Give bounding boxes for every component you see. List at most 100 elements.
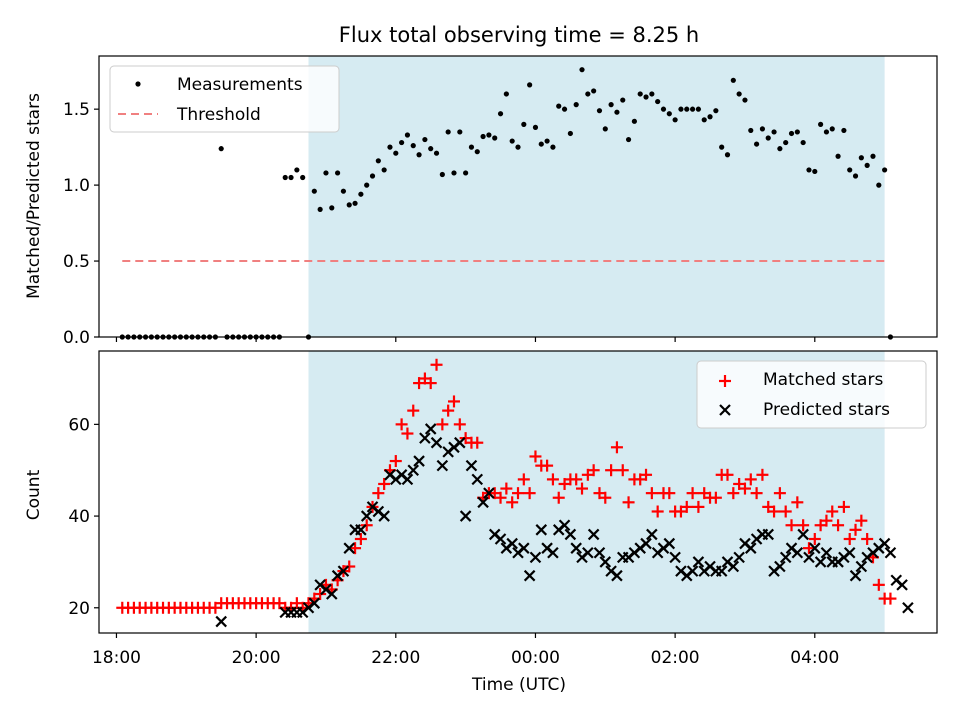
matched-star-point bbox=[587, 464, 600, 477]
predicted-star-point bbox=[849, 569, 862, 582]
predicted-star-point bbox=[902, 602, 914, 614]
predicted-star-point bbox=[413, 455, 425, 467]
legend-matched-label: Matched stars bbox=[763, 370, 883, 390]
measurement-point bbox=[829, 126, 835, 132]
measurement-point bbox=[684, 106, 690, 112]
measurement-point bbox=[340, 188, 347, 194]
matched-star-point bbox=[541, 459, 554, 472]
measurement-point bbox=[486, 132, 492, 138]
predicted-star-point bbox=[692, 556, 705, 568]
matched-star-point bbox=[314, 588, 327, 601]
matched-star-point bbox=[599, 491, 612, 504]
top-y-tick-label: 0.0 bbox=[63, 328, 90, 348]
matched-star-point bbox=[849, 523, 862, 536]
predicted-star-point bbox=[762, 528, 775, 541]
matched-star-point bbox=[843, 533, 856, 545]
measurement-point bbox=[655, 98, 661, 105]
predicted-star-point bbox=[215, 615, 227, 628]
measurement-point bbox=[765, 135, 771, 141]
measurement-point bbox=[800, 139, 806, 146]
measurement-point bbox=[701, 117, 707, 123]
matched-star-point bbox=[645, 487, 658, 500]
measurement-point bbox=[695, 106, 702, 112]
measurement-point bbox=[689, 106, 696, 112]
matched-star-point bbox=[529, 450, 542, 463]
measurement-point bbox=[730, 77, 736, 83]
matched-star-point bbox=[378, 477, 391, 490]
matched-star-point bbox=[663, 487, 676, 500]
predicted-star-point bbox=[640, 537, 652, 550]
predicted-star-point bbox=[454, 436, 466, 449]
top-y-axis: 0.0 0.5 1.0 1.5 bbox=[63, 100, 99, 348]
predicted-star-point bbox=[337, 565, 350, 577]
measurement-point bbox=[532, 124, 539, 130]
predicted-star-point bbox=[494, 533, 507, 545]
predicted-star-point bbox=[809, 542, 821, 554]
predicted-star-point bbox=[896, 579, 908, 591]
predicted-star-point bbox=[471, 473, 484, 486]
measurement-point bbox=[218, 146, 224, 152]
predicted-star-point bbox=[797, 528, 809, 541]
matched-star-points bbox=[116, 358, 897, 614]
measurement-point bbox=[759, 126, 766, 132]
bottom-legend-box bbox=[696, 360, 927, 429]
measurement-point bbox=[538, 141, 544, 147]
x-tick-label: 04:00 bbox=[790, 648, 839, 668]
measurement-point bbox=[864, 162, 870, 168]
matched-star-point bbox=[506, 496, 519, 509]
measurement-point bbox=[375, 158, 381, 164]
measurement-point bbox=[521, 121, 527, 127]
matched-star-point bbox=[826, 505, 839, 518]
bottom-y-tick-label: 20 bbox=[68, 599, 90, 619]
measurement-point bbox=[567, 130, 573, 137]
predicted-star-point bbox=[558, 519, 571, 532]
measurement-point bbox=[329, 205, 335, 211]
matched-star-point bbox=[401, 427, 414, 440]
measurement-point bbox=[852, 173, 859, 179]
legend-measurements-label: Measurements bbox=[177, 75, 303, 95]
measurement-point bbox=[614, 109, 620, 115]
predicted-star-point bbox=[407, 464, 420, 476]
measurement-point bbox=[841, 127, 847, 134]
measurement-point bbox=[713, 108, 719, 114]
matched-star-point bbox=[471, 436, 484, 449]
matched-star-point bbox=[651, 505, 664, 518]
matched-star-point bbox=[686, 487, 699, 500]
predicted-star-point bbox=[774, 560, 786, 573]
measurement-point bbox=[364, 182, 370, 188]
measurement-point bbox=[393, 150, 399, 156]
predicted-star-point bbox=[570, 542, 582, 554]
measurement-point bbox=[812, 168, 818, 175]
matched-star-point bbox=[552, 491, 565, 504]
measurement-point bbox=[492, 135, 498, 141]
matched-star-point bbox=[546, 473, 559, 486]
top-legend-box bbox=[109, 65, 340, 133]
measurement-point bbox=[870, 153, 876, 159]
matched-star-point bbox=[576, 482, 589, 495]
matched-star-point bbox=[837, 500, 850, 513]
bottom-y-tick-label: 40 bbox=[68, 507, 90, 527]
measurement-point bbox=[544, 138, 550, 144]
matched-star-point bbox=[512, 487, 524, 500]
matched-star-point bbox=[447, 395, 460, 408]
matched-star-point bbox=[640, 468, 653, 481]
matched-star-point bbox=[570, 473, 583, 486]
matched-star-point bbox=[494, 491, 507, 504]
x-axis-label: Time (UTC) bbox=[471, 675, 566, 695]
measurement-point bbox=[783, 139, 789, 146]
predicted-star-point bbox=[325, 588, 338, 600]
measurement-point bbox=[608, 102, 614, 108]
measurement-point bbox=[707, 114, 713, 120]
predicted-star-point bbox=[663, 537, 676, 550]
top-y-tick-label: 0.5 bbox=[63, 252, 90, 272]
measurement-point bbox=[497, 111, 504, 117]
matched-star-point bbox=[768, 505, 781, 518]
predicted-star-point bbox=[884, 546, 897, 559]
matched-star-point bbox=[517, 473, 530, 486]
predicted-star-point bbox=[378, 510, 390, 522]
matched-star-point bbox=[797, 519, 810, 532]
measurement-point bbox=[387, 144, 393, 150]
measurement-point bbox=[835, 153, 841, 159]
matched-star-point bbox=[523, 487, 536, 500]
